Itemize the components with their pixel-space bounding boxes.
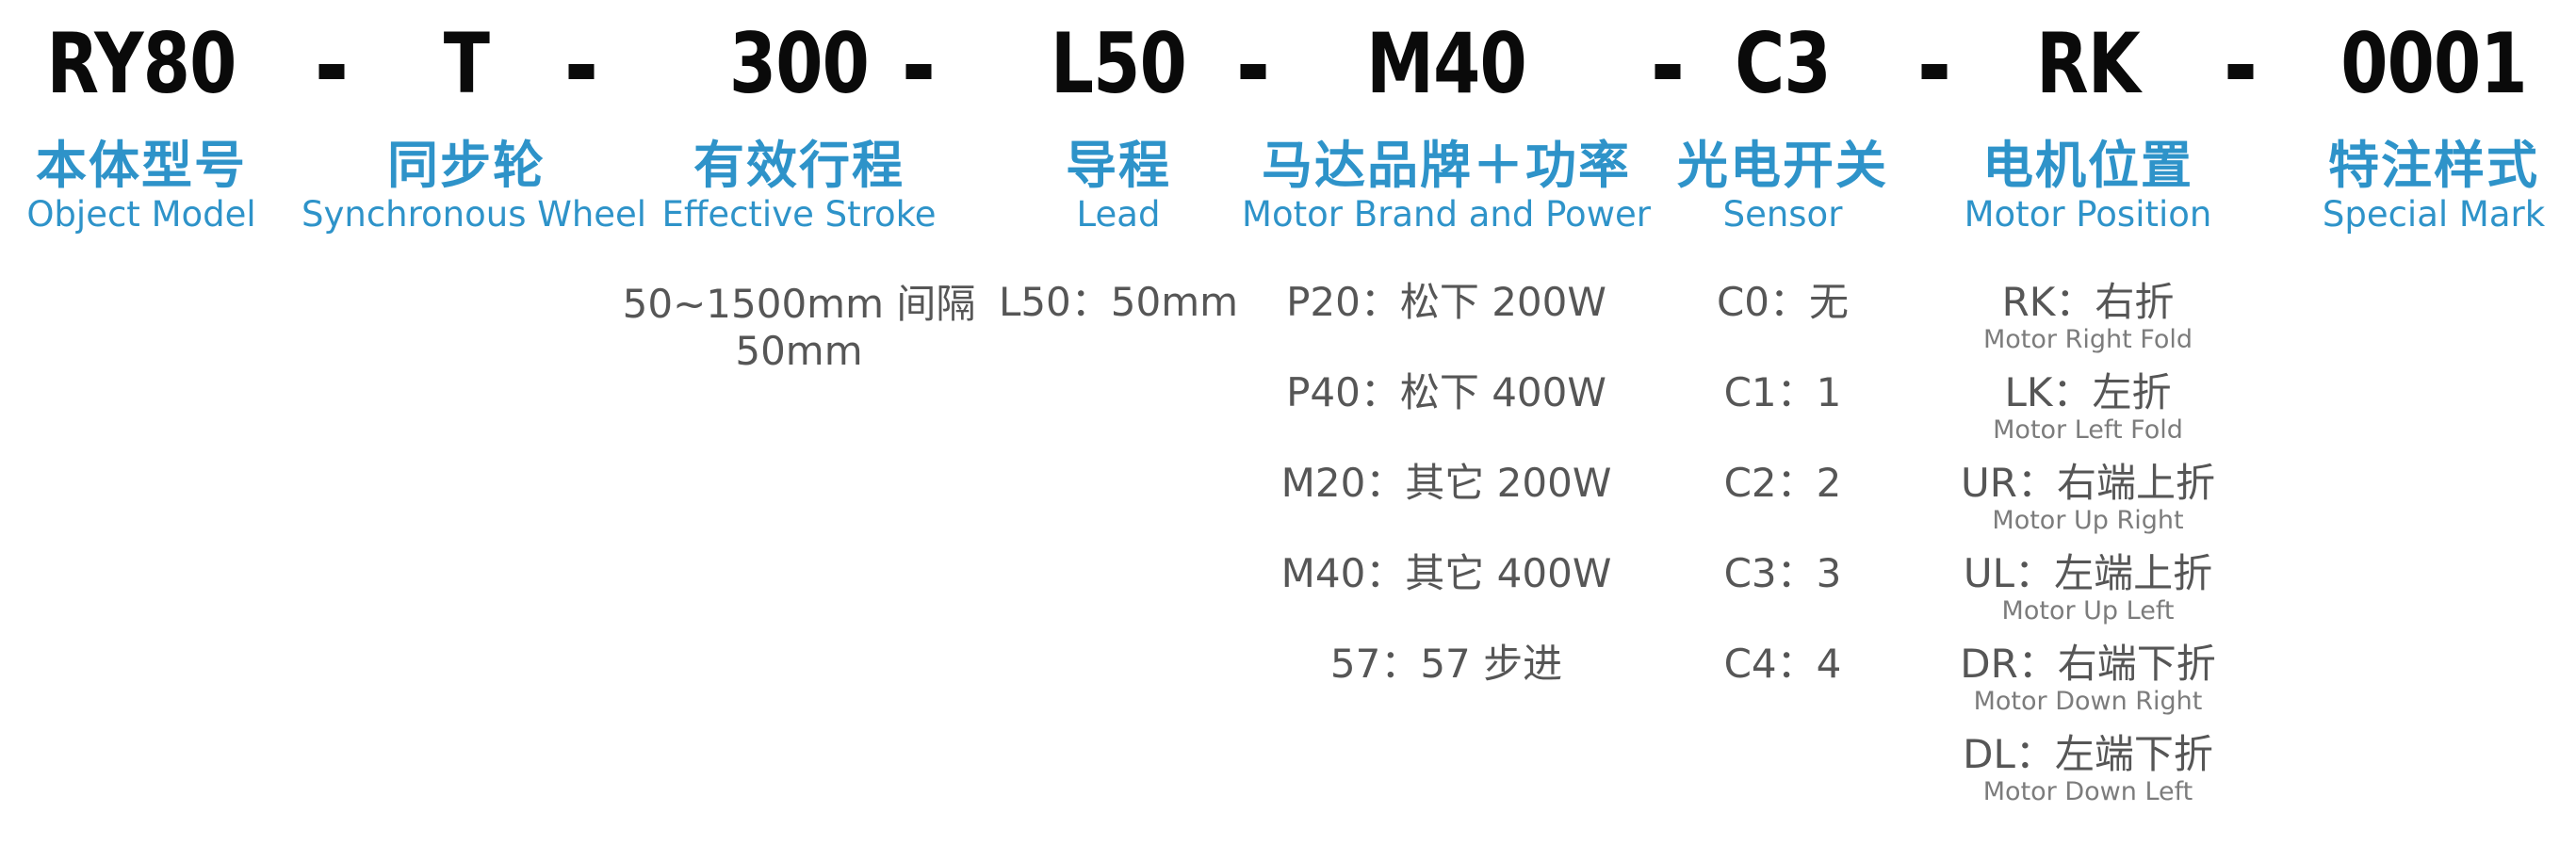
field-label-zh: 光电开关	[1677, 136, 1888, 195]
option-item: P20：松下 200W	[1234, 281, 1658, 371]
field-column-synchronous-wheel: T 同步轮 Synchronous Wheel	[302, 0, 647, 845]
code-separator	[568, 64, 595, 79]
option-sub-label: Motor Down Left	[1982, 777, 2193, 806]
option-item: RK：右折 Motor Right Fold	[1913, 281, 2263, 371]
option-text: 50mm	[735, 328, 863, 374]
field-label-en: Lead	[1076, 194, 1161, 235]
option-text: M20：其它 200W	[1280, 460, 1612, 506]
field-label-en: Synchronous Wheel	[302, 194, 647, 235]
option-list: RK：右折 Motor Right Fold LK：左折 Motor Left …	[1913, 281, 2263, 823]
option-text: C1：1	[1723, 369, 1842, 415]
code-separator	[905, 64, 932, 79]
option-list: P20：松下 200W P40：松下 400W M20：其它 200W M40：…	[1234, 281, 1658, 733]
code-separator	[1240, 64, 1266, 79]
option-text: UL：左端上折	[1963, 550, 2213, 596]
option-item: C4：4	[1618, 642, 1948, 733]
option-item: C3：3	[1618, 552, 1948, 642]
option-text: P20：松下 200W	[1286, 279, 1606, 325]
field-column-motor-position: RK 电机位置 Motor Position RK：右折 Motor Right…	[1913, 0, 2263, 845]
field-label-en: Effective Stroke	[661, 194, 937, 235]
field-label-zh: 有效行程	[693, 136, 905, 195]
code-segment: 0001	[2340, 15, 2527, 112]
option-sub-label: Motor Up Left	[2001, 596, 2175, 626]
code-segment: T	[443, 15, 490, 112]
option-text: UR：右端上折	[1961, 460, 2215, 506]
option-text: DL：左端下折	[1963, 731, 2213, 777]
option-text: DR：右端下折	[1960, 641, 2216, 687]
option-item: DR：右端下折 Motor Down Right	[1913, 642, 2263, 733]
option-item: C1：1	[1618, 371, 1948, 462]
option-item: L50：50mm	[954, 281, 1283, 371]
code-segment: RK	[2036, 15, 2141, 112]
code-segment: L50	[1051, 15, 1187, 112]
option-text: C3：3	[1723, 550, 1842, 596]
code-separator	[2227, 64, 2254, 79]
option-text: C0：无	[1716, 279, 1850, 325]
option-item: 50~1500mm 间隔 50mm	[620, 281, 978, 374]
option-text: P40：松下 400W	[1286, 369, 1606, 415]
field-label-zh: 导程	[1066, 136, 1171, 195]
field-label-zh: 特注样式	[2328, 136, 2539, 195]
option-item: C0：无	[1618, 281, 1948, 371]
option-list: 50~1500mm 间隔 50mm	[620, 281, 978, 374]
option-list: C0：无 C1：1 C2：2 C3：3 C4：4	[1618, 281, 1948, 733]
code-segment: 300	[728, 15, 870, 112]
code-segment: RY80	[46, 15, 236, 112]
option-sub-label: Motor Left Fold	[1993, 415, 2183, 445]
option-text: LK：左折	[2004, 369, 2172, 415]
field-label-zh: 本体型号	[36, 136, 247, 195]
field-label-zh: 同步轮	[387, 136, 546, 195]
option-list: L50：50mm	[954, 281, 1283, 371]
field-label-en: Special Mark	[2322, 194, 2546, 235]
option-sub-label: Motor Up Right	[1992, 506, 2184, 535]
field-label-en: Object Model	[26, 194, 256, 235]
option-text: RK：右折	[2001, 279, 2175, 325]
option-text: C4：4	[1723, 641, 1842, 687]
option-text: L50：50mm	[998, 279, 1239, 325]
code-separator	[1655, 64, 1681, 79]
field-label-en: Motor Brand and Power	[1242, 194, 1651, 235]
option-item: LK：左折 Motor Left Fold	[1913, 371, 2263, 462]
field-label-zh: 电机位置	[1982, 136, 2193, 195]
option-item: DL：左端下折 Motor Down Left	[1913, 733, 2263, 823]
field-column-effective-stroke: 300 有效行程 Effective Stroke 50~1500mm 间隔 5…	[620, 0, 978, 845]
option-item: UL：左端上折 Motor Up Left	[1913, 552, 2263, 642]
code-segment: C3	[1735, 15, 1831, 112]
field-column-object-model: RY80 本体型号 Object Model	[0, 0, 283, 845]
option-sub-label: Motor Down Right	[1973, 687, 2203, 716]
code-separator	[1921, 64, 1948, 79]
field-label-zh: 马达品牌＋功率	[1262, 136, 1631, 195]
option-text: C2：2	[1723, 460, 1842, 506]
option-item: UR：右端上折 Motor Up Right	[1913, 462, 2263, 552]
field-label-en: Motor Position	[1964, 194, 2212, 235]
field-column-motor-brand-power: M40 马达品牌＋功率 Motor Brand and Power P20：松下…	[1234, 0, 1658, 845]
option-text: 57：57 步进	[1329, 641, 1563, 687]
field-label-en: Sensor	[1722, 194, 1843, 235]
field-column-sensor: C3 光电开关 Sensor C0：无 C1：1 C2：2 C3：3 C4：4	[1618, 0, 1948, 845]
option-item: C2：2	[1618, 462, 1948, 552]
option-text: 50~1500mm 间隔	[622, 281, 976, 327]
code-separator	[318, 64, 345, 79]
code-segment: M40	[1366, 15, 1527, 112]
option-sub-label: Motor Right Fold	[1982, 325, 2193, 354]
option-item: M20：其它 200W	[1234, 462, 1658, 552]
option-item: 57：57 步进	[1234, 642, 1658, 733]
field-column-lead: L50 导程 Lead L50：50mm	[954, 0, 1283, 845]
field-column-special-mark: 0001 特注样式 Special Mark	[2264, 0, 2576, 845]
option-item: M40：其它 400W	[1234, 552, 1658, 642]
option-item: P40：松下 400W	[1234, 371, 1658, 462]
option-text: M40：其它 400W	[1280, 550, 1612, 596]
